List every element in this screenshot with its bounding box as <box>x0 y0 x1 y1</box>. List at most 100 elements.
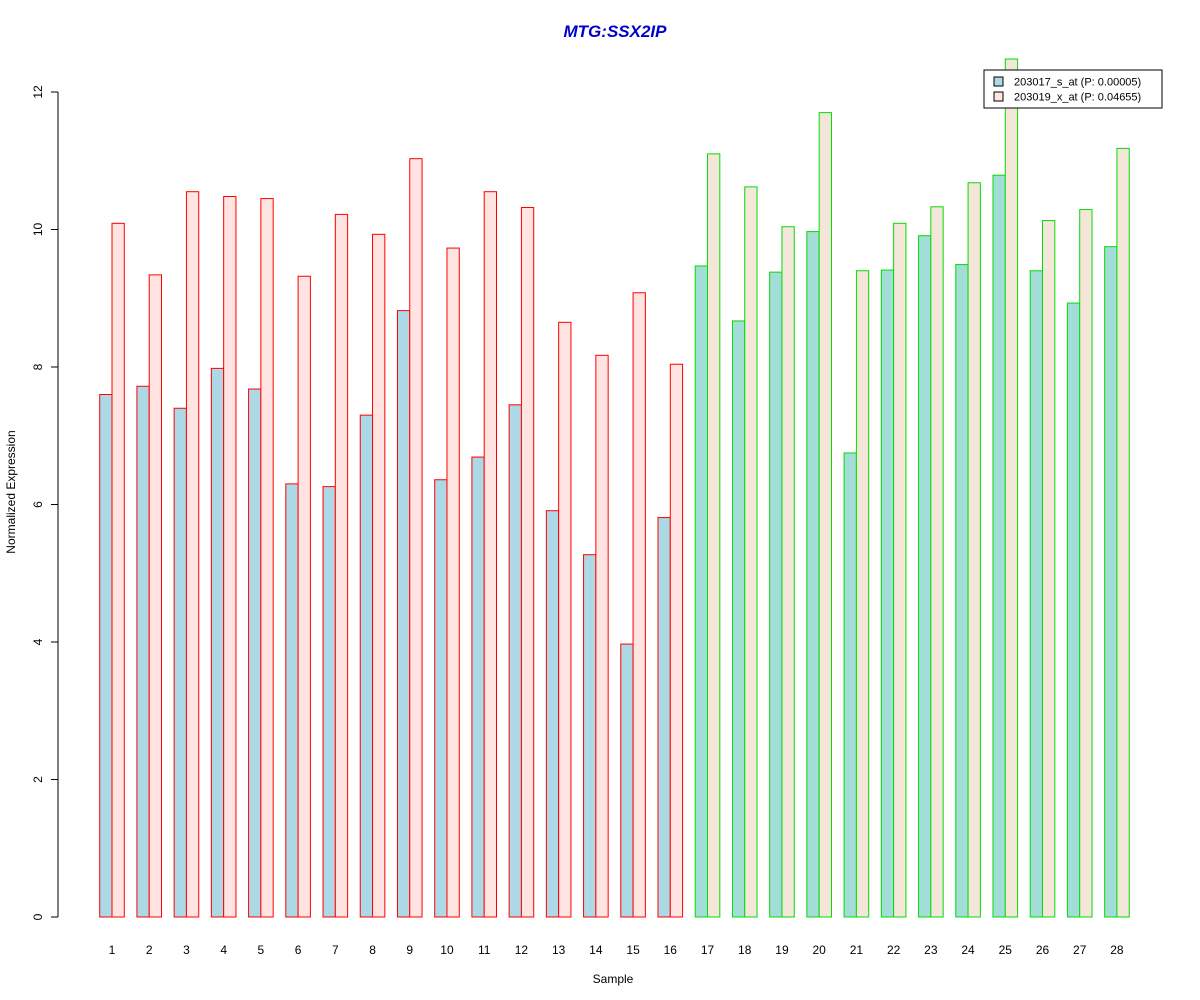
bar <box>632 292 646 918</box>
x-tick-label: 14 <box>589 943 603 957</box>
x-tick-label: 10 <box>440 943 454 957</box>
bar <box>210 367 225 918</box>
x-tick-label: 7 <box>332 943 339 957</box>
x-tick-label: 5 <box>258 943 265 957</box>
legend: 203017_s_at (P: 0.00005) 203019_x_at (P: … <box>983 69 1163 109</box>
bar <box>955 264 969 918</box>
bar <box>880 269 895 918</box>
x-tick-label: 3 <box>183 943 190 957</box>
y-tick-label: 0 <box>31 913 45 920</box>
bar <box>595 354 609 918</box>
bar <box>781 226 795 918</box>
x-tick-label: 20 <box>813 943 827 957</box>
x-tick-label: 15 <box>626 943 640 957</box>
y-tick-label: 4 <box>31 638 45 645</box>
bar <box>1116 147 1130 918</box>
bar <box>855 270 870 918</box>
x-tick-label: 16 <box>664 943 678 957</box>
bar <box>1066 302 1081 918</box>
x-tick-label: 13 <box>552 943 566 957</box>
bar <box>967 182 981 918</box>
bar <box>731 320 746 918</box>
legend-box <box>983 69 1163 109</box>
bar <box>545 510 560 918</box>
bar <box>992 174 1006 918</box>
bar <box>173 407 187 918</box>
x-tick-label: 22 <box>887 943 901 957</box>
bar <box>359 414 374 918</box>
bar <box>223 196 237 918</box>
bar <box>1042 220 1056 918</box>
bar <box>707 153 721 918</box>
bar <box>372 233 386 918</box>
bar <box>260 198 274 918</box>
x-tick-label: 28 <box>1110 943 1124 957</box>
bar <box>136 385 150 918</box>
x-tick-label: 19 <box>775 943 789 957</box>
chart-title: MTG:SSX2IP <box>564 22 668 41</box>
bar <box>1004 58 1019 918</box>
x-tick-label: 8 <box>369 943 376 957</box>
bar <box>583 554 597 918</box>
bar <box>471 456 485 918</box>
bar <box>148 274 163 918</box>
bar <box>248 388 262 918</box>
bar <box>111 222 125 918</box>
x-tick-label: 23 <box>924 943 938 957</box>
bar <box>744 186 758 918</box>
x-tick-label: 18 <box>738 943 752 957</box>
y-tick-label: 2 <box>31 776 45 783</box>
bar <box>99 394 113 918</box>
bar <box>657 517 671 918</box>
x-tick-label: 6 <box>295 943 302 957</box>
x-tick-label: 12 <box>515 943 529 957</box>
bar <box>620 643 634 918</box>
x-tick-labels: 1 2 3 4 5 6 7 8 9 10 11 12 13 14 15 16 17 18 19 20 21 22 23 24 2… <box>109 943 1124 957</box>
x-tick-label: 17 <box>701 943 715 957</box>
bar <box>1079 209 1093 918</box>
bar <box>769 271 783 918</box>
bar <box>508 404 522 918</box>
y-tick-label: 10 <box>31 223 45 237</box>
legend-label: 203017_s_at (P: 0.00005) <box>1014 77 1141 89</box>
x-tick-label: 9 <box>406 943 413 957</box>
bar <box>1029 270 1043 918</box>
bar <box>843 452 857 918</box>
bar <box>434 479 448 918</box>
x-tick-label: 26 <box>1036 943 1050 957</box>
bar <box>1104 246 1118 918</box>
legend-swatch <box>993 76 1004 87</box>
bar <box>930 206 944 918</box>
bar <box>409 158 423 918</box>
x-tick-label: 27 <box>1073 943 1087 957</box>
x-tick-label: 21 <box>850 943 864 957</box>
bar <box>694 265 709 918</box>
x-axis-label: Sample <box>593 972 634 986</box>
bar <box>818 112 832 918</box>
y-axis: 0 2 4 6 8 10 12 <box>31 85 59 920</box>
bar <box>396 310 411 918</box>
y-axis-label: Normalized Expression <box>4 430 18 553</box>
bar <box>558 321 572 918</box>
legend-label: 203019_x_at (P: 0.04655) <box>1014 92 1141 104</box>
bar <box>185 191 200 918</box>
x-tick-label: 11 <box>478 943 491 957</box>
bars-group <box>99 58 1130 918</box>
x-tick-label: 2 <box>146 943 153 957</box>
y-tick-label: 6 <box>31 501 45 508</box>
bar <box>806 231 820 918</box>
x-tick-label: 4 <box>220 943 227 957</box>
bar <box>483 191 498 918</box>
legend-swatch <box>993 91 1004 102</box>
y-tick-label: 12 <box>31 85 45 99</box>
x-tick-label: 25 <box>999 943 1013 957</box>
bar <box>334 213 349 918</box>
bar <box>520 207 535 918</box>
y-tick-label: 8 <box>31 363 45 370</box>
x-tick-label: 24 <box>961 943 975 957</box>
bar <box>669 363 684 918</box>
bar <box>918 235 932 918</box>
bar <box>322 486 336 918</box>
